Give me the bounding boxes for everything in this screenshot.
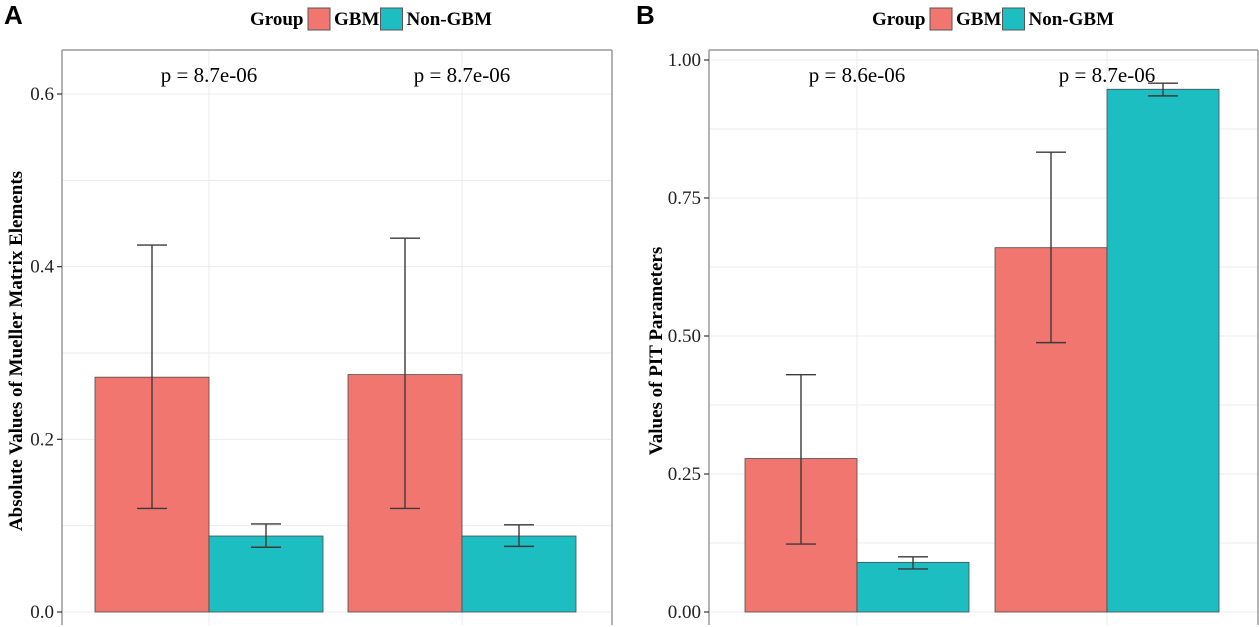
legend: Group GBM Non-GBM (872, 7, 1115, 31)
bar-non-gbm (208, 535, 324, 613)
legend-title: Group (872, 9, 926, 30)
legend-label-non-gbm: Non-GBM (407, 9, 493, 30)
bar-non-gbm (461, 535, 577, 613)
y-tick-label: 0.4 (30, 257, 54, 278)
y-tick-label: 0.50 (668, 326, 701, 347)
bar-non-gbm (856, 561, 970, 613)
panel-letter: A (4, 0, 23, 30)
p-value-annotation: p = 8.7e-06 (414, 63, 510, 87)
legend-swatch-non-gbm (1002, 7, 1025, 31)
p-value-annotation: p = 8.7e-06 (1059, 63, 1155, 87)
y-tick-label: 0.0 (30, 602, 54, 623)
plot-area: 0.0 0.2 0.4 0.6 p = 8.7e-06 p = 8.7e-06 (30, 49, 613, 625)
y-tick-label: 0.00 (668, 602, 701, 623)
y-tick-label: 0.75 (668, 188, 701, 209)
legend-label-non-gbm: Non-GBM (1029, 9, 1115, 30)
y-tick-label: 1.00 (668, 50, 701, 71)
legend-title: Group (250, 9, 304, 30)
y-axis-label: Absolute Values of Mueller Matrix Elemen… (6, 171, 27, 531)
legend: Group GBM Non-GBM (250, 7, 493, 31)
y-axis-label: Values of PIT Parameters (646, 247, 667, 455)
p-value-annotation: p = 8.7e-06 (161, 63, 257, 87)
y-tick-label: 0.6 (30, 84, 54, 105)
y-tick-label: 0.25 (668, 464, 701, 485)
panel-a: A Group GBM Non-GBM 0.0 0.2 0.4 0.6 p = 8.7e-06 p… (4, 0, 613, 625)
legend-label-gbm: GBM (334, 9, 379, 30)
legend-swatch-gbm (929, 7, 953, 31)
plot-area: 0.00 0.25 0.50 0.75 1.00 p = 8.6e-06 p = 8.7e-… (668, 49, 1259, 625)
legend-label-gbm: GBM (956, 9, 1001, 30)
legend-swatch-non-gbm (380, 7, 403, 31)
bar-non-gbm (1106, 88, 1220, 613)
panel-b: B Group GBM Non-GBM 0.00 0.25 0.50 0.75 1.00 p = … (636, 0, 1259, 625)
panel-letter: B (636, 0, 655, 30)
y-tick-label: 0.2 (30, 429, 54, 450)
legend-swatch-gbm (307, 7, 331, 31)
p-value-annotation: p = 8.6e-06 (809, 63, 905, 87)
